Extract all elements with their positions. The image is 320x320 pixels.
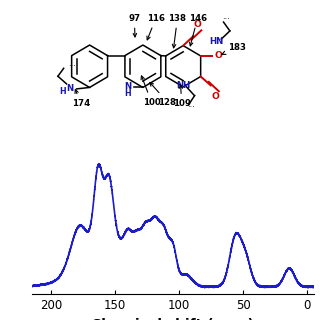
X-axis label: Chemical shift (ppm): Chemical shift (ppm) — [91, 318, 254, 320]
Text: H: H — [124, 89, 131, 99]
Text: ...: ... — [68, 59, 76, 68]
Text: H: H — [59, 87, 66, 96]
Text: 183: 183 — [222, 43, 246, 54]
Text: NH: NH — [176, 81, 190, 90]
Text: ...: ... — [222, 12, 230, 21]
Text: O: O — [194, 20, 202, 29]
Text: 97: 97 — [128, 14, 140, 37]
Text: 116: 116 — [147, 14, 165, 40]
Text: O: O — [211, 92, 219, 101]
Text: N: N — [124, 82, 132, 91]
Text: 128: 128 — [150, 83, 176, 107]
Text: ...: ... — [187, 100, 195, 109]
Text: 100: 100 — [141, 76, 160, 107]
Text: O: O — [215, 52, 222, 60]
Text: 138: 138 — [168, 14, 187, 48]
Text: N: N — [66, 84, 73, 92]
Text: 109: 109 — [173, 85, 191, 108]
Text: HN: HN — [209, 37, 223, 46]
Text: 174: 174 — [72, 90, 90, 108]
Text: 146: 146 — [188, 14, 207, 46]
